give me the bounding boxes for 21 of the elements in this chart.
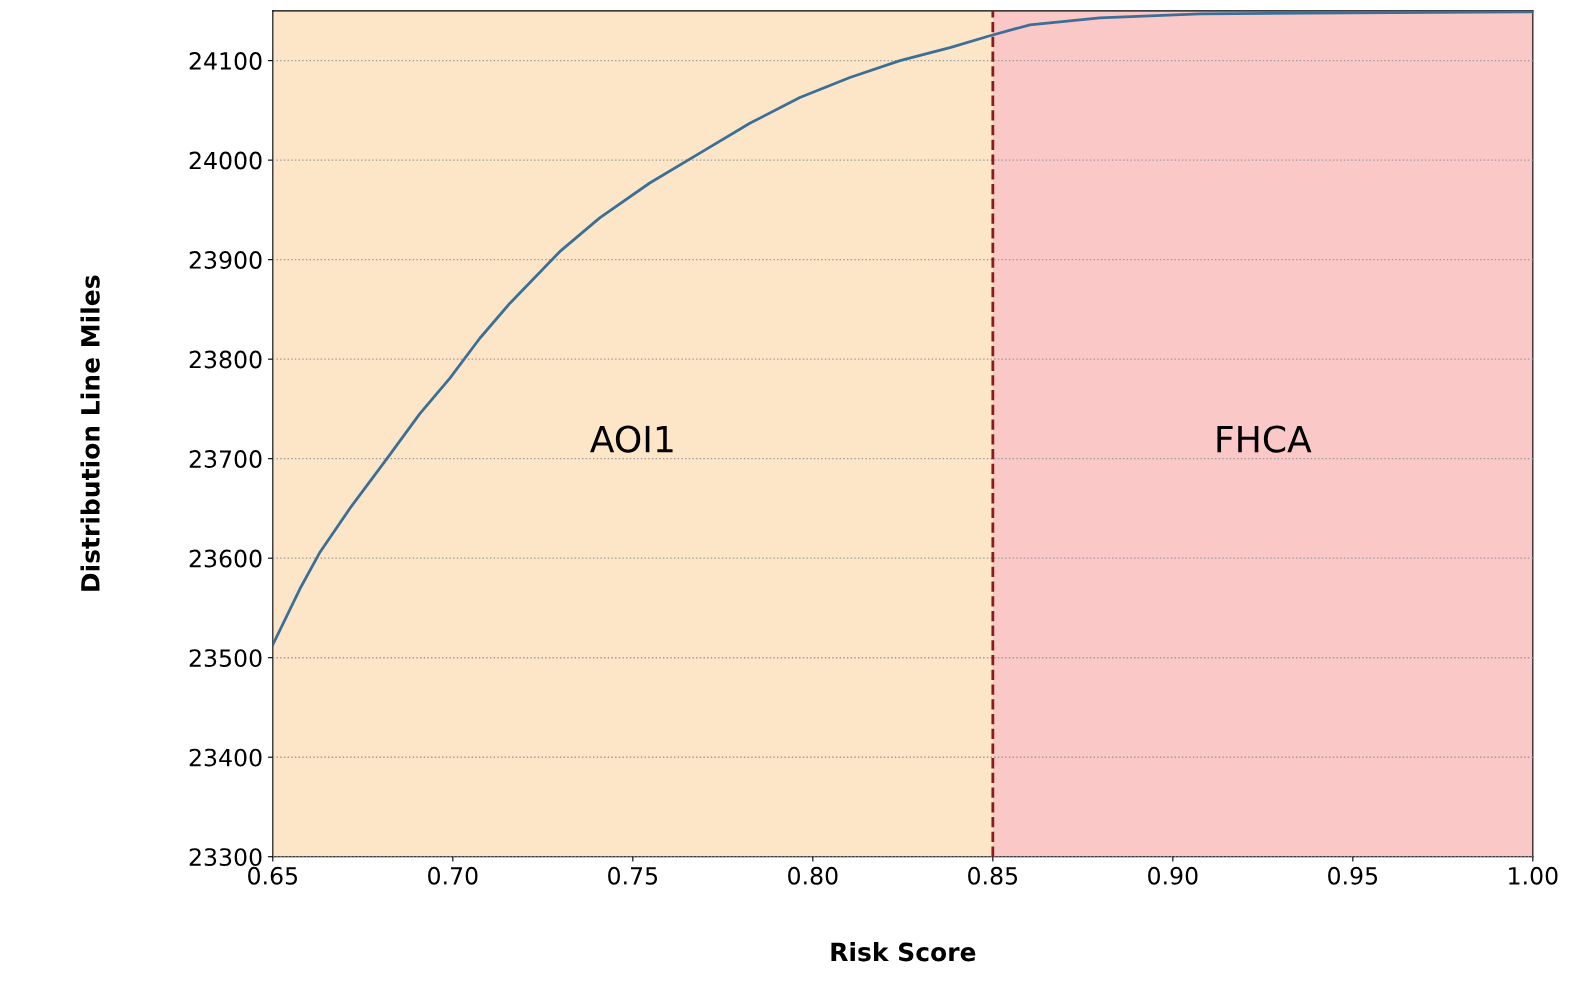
x-tick-label: 0.80 (788, 866, 838, 885)
band-label: FHCA (1217, 425, 1312, 453)
y-tick-label: 23900 (189, 251, 262, 269)
y-tick-label: 23400 (189, 748, 262, 767)
x-axis-title: Risk Score (831, 942, 976, 962)
y-tick-label: 23500 (189, 649, 262, 667)
y-tick-label: 23800 (189, 350, 262, 369)
y-tick-label: 23300 (189, 848, 262, 867)
x-tick-label: 0.65 (248, 866, 298, 885)
y-tick-label: 24000 (189, 151, 262, 170)
x-tick-label: 0.90 (1148, 866, 1198, 885)
band-label: AOI1 (590, 425, 673, 453)
x-tick-label: 0.85 (968, 866, 1018, 885)
x-tick-label: 0.75 (608, 866, 658, 885)
y-axis-title: Distribution Line Miles (80, 275, 100, 591)
x-tick-label: 0.70 (428, 866, 478, 885)
y-tick-label: 24100 (189, 52, 262, 70)
y-tick-label: 23600 (189, 549, 262, 568)
x-tick-label: 1.00 (1509, 866, 1558, 885)
y-tick-label: 23700 (189, 450, 262, 468)
x-tick-label: 0.95 (1328, 866, 1378, 885)
